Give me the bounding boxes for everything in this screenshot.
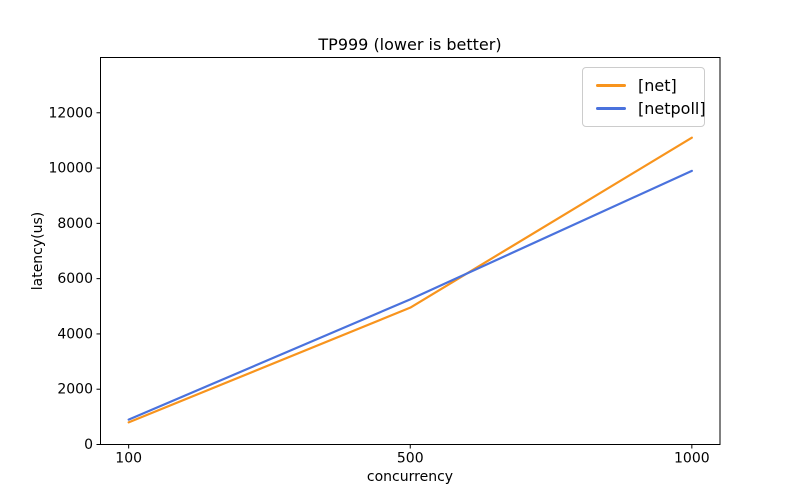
legend-box: [net] [netpoll] [582, 67, 706, 127]
legend-item-netpoll: [netpoll] [596, 99, 706, 118]
net-line-swatch [596, 84, 626, 87]
series-line-net [127, 136, 693, 424]
x-tick-label: 500 [397, 451, 424, 467]
y-tick-label: 8000 [57, 216, 93, 232]
x-axis-ticks: 100 500 1000 [115, 444, 710, 467]
y-tick-label: 0 [84, 437, 93, 453]
y-tick-label: 10000 [48, 161, 93, 177]
chart-title: TP999 (lower is better) [318, 35, 502, 54]
x-tick-label: 100 [115, 451, 142, 467]
y-tick-label: 2000 [57, 382, 93, 398]
legend-label-netpoll: [netpoll] [638, 98, 706, 118]
legend-label-net: [net] [638, 75, 677, 95]
netpoll-line-swatch [596, 107, 626, 110]
y-axis-label: latency(us) [30, 211, 46, 291]
y-tick-label: 6000 [57, 271, 93, 287]
series-lines [127, 136, 693, 424]
legend-item-net: [net] [596, 76, 696, 95]
y-axis-ticks: 0 2000 4000 6000 8000 10000 12000 [48, 105, 101, 453]
x-axis-label: concurrency [366, 469, 454, 485]
x-tick-label: 1000 [674, 451, 710, 467]
series-line-netpoll [127, 169, 693, 421]
y-tick-label: 4000 [57, 326, 93, 342]
y-tick-label: 12000 [48, 105, 93, 121]
